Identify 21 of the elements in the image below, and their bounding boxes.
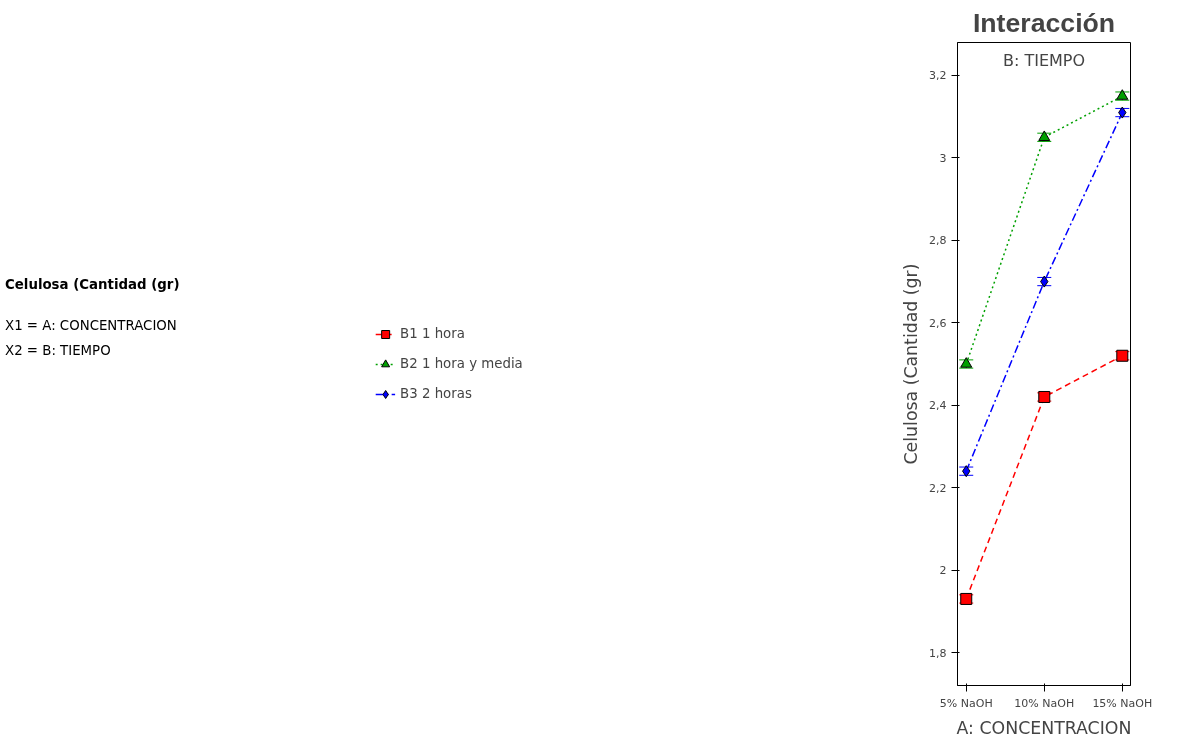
x-axis-title: A: CONCENTRACION — [956, 717, 1132, 738]
y-tick-label: 2,8 — [929, 234, 947, 248]
x-tick-label: 10% NaOH — [1014, 696, 1075, 710]
text: X2 = B: TIEMPO — [5, 342, 112, 361]
y-tick-label: 1,8 — [929, 646, 947, 660]
legend-label: B1 1 hora — [400, 326, 465, 341]
x-tick-label: 15% NaOH — [1092, 696, 1153, 710]
legend-label: B2 1 hora y media — [400, 356, 523, 371]
x-tick-label: 5% NaOH — [939, 696, 993, 710]
annotation: B: TIEMPO — [1002, 50, 1086, 70]
y-axis-title: Celulosa (Cantidad (gr) — [901, 263, 922, 465]
text: X1 = A: CONCENTRACION — [5, 317, 178, 336]
text: Celulosa (Cantidad (gr) — [5, 276, 180, 294]
legend-label: B3 2 horas — [400, 386, 472, 401]
y-tick-label: 2,2 — [929, 481, 947, 495]
chart-title: Interacción — [972, 7, 1116, 38]
y-tick-label: 2,6 — [929, 316, 947, 330]
y-tick-label: 2,4 — [929, 399, 947, 413]
y-tick-label: 3,2 — [929, 69, 947, 83]
y-tick-label: 2 — [939, 564, 947, 578]
y-tick-label: 3 — [939, 151, 947, 165]
